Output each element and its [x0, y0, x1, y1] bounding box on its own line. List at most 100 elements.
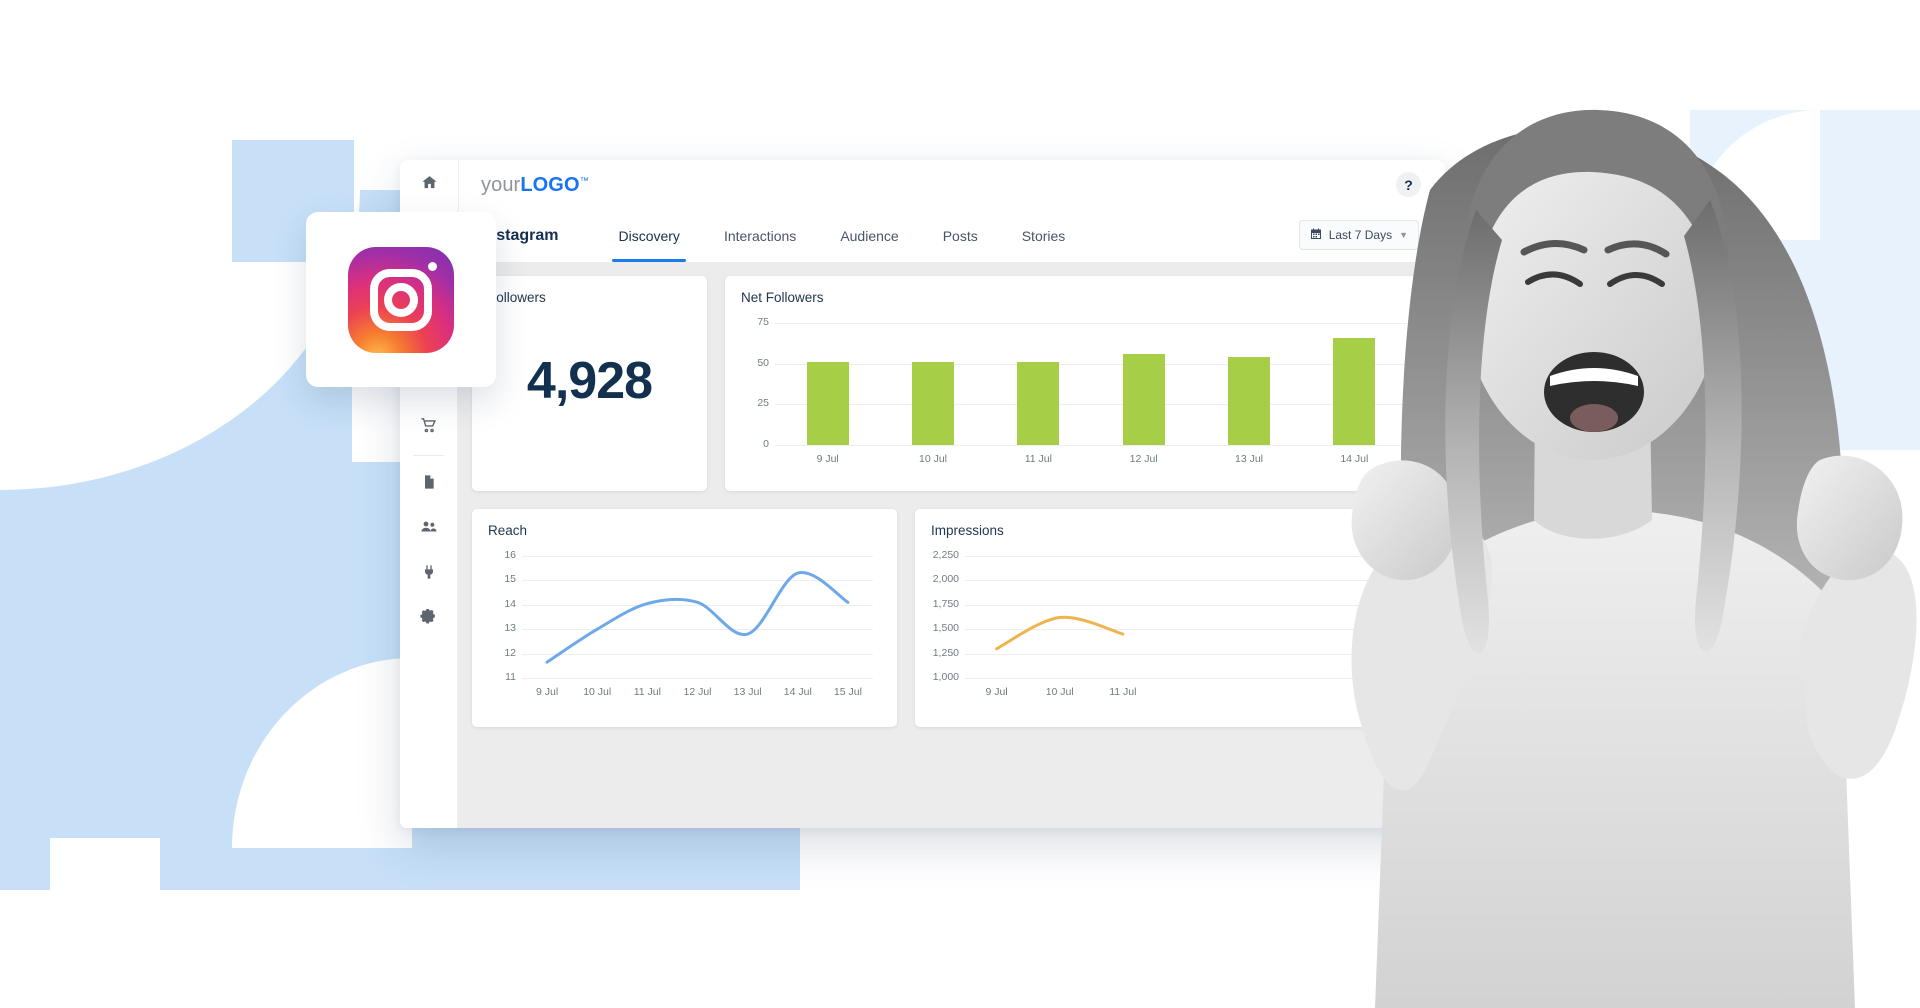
- gridline: [965, 629, 1407, 631]
- y-tick-label: 16: [504, 549, 516, 561]
- tab-list: Discovery Interactions Audience Posts St…: [596, 210, 1087, 262]
- y-tick-label: 14: [504, 597, 516, 610]
- sidebar-item-people[interactable]: [400, 507, 457, 552]
- gridline: [965, 580, 1407, 582]
- date-range-picker[interactable]: Last 7 Days ▼: [1298, 220, 1419, 250]
- gridline: [522, 653, 873, 655]
- gridline: [775, 445, 1407, 446]
- x-tick-label: 10 Jul: [583, 686, 612, 698]
- bar: [911, 362, 955, 445]
- line-series: [995, 615, 1125, 651]
- y-tick-label: 75: [757, 316, 769, 328]
- y-tick-label: 50: [757, 356, 769, 369]
- instagram-dot: [428, 261, 437, 271]
- bar: [1333, 337, 1376, 445]
- x-tick-label: 10 Jul: [918, 453, 948, 465]
- gear-icon: [420, 608, 437, 631]
- y-tick-label: 1,750: [932, 597, 959, 610]
- cards-row-bottom: Reach 11 12 13 14 15 16 9 Jul 10 Jul 11 Jul 12 Ju…: [472, 509, 1431, 727]
- cards-row-top: Followers 4,928 Net Followers 0 25 50 75 9 J…: [472, 276, 1431, 491]
- logo-prefix: your: [481, 173, 521, 196]
- instagram-logo-card: [306, 212, 496, 387]
- gridline: [522, 604, 873, 606]
- x-tick-label: 11 Jul: [1024, 453, 1052, 465]
- card-reach: Reach 11 12 13 14 15 16 9 Jul 10 Jul 11 Jul 12 Ju…: [472, 509, 897, 727]
- bar: [1122, 353, 1165, 445]
- gridline: [522, 556, 873, 557]
- logo-tm: ™: [579, 174, 589, 185]
- y-tick-label: 15: [504, 573, 516, 586]
- y-tick-label: 25: [757, 397, 769, 410]
- card-reach-title: Reach: [488, 523, 528, 538]
- home-button[interactable]: [400, 160, 459, 210]
- sidebar-item-settings[interactable]: [400, 597, 457, 642]
- y-tick-label: 11: [505, 671, 516, 683]
- shopping-cart-icon: [420, 416, 437, 438]
- card-net-followers-title: Net Followers: [741, 290, 824, 305]
- x-tick-label: 15 Jul: [833, 686, 862, 698]
- celebrating-woman-photo: [1280, 0, 1920, 1008]
- sidebar-item-integrations[interactable]: [400, 552, 457, 597]
- gridline: [965, 653, 1407, 655]
- x-tick-label: 9 Jul: [535, 686, 559, 698]
- document-icon: [421, 474, 437, 495]
- x-tick-label: 14 Jul: [1340, 453, 1369, 465]
- tab-posts[interactable]: Posts: [942, 228, 978, 244]
- bg-square-e: [50, 968, 232, 1008]
- y-tick-label: 2,000: [932, 573, 959, 586]
- instagram-square: [370, 268, 432, 331]
- chevron-down-icon: ▼: [1399, 230, 1408, 240]
- date-range-label: Last 7 Days: [1328, 228, 1393, 242]
- y-tick-label: 13: [504, 622, 516, 635]
- tab-interactions[interactable]: Interactions: [723, 228, 797, 244]
- dashboard-content: Followers 4,928 Net Followers 0 25 50 75 9 J…: [458, 262, 1445, 828]
- tab-audience[interactable]: Audience: [840, 228, 899, 244]
- top-bar: yourLOGO™ ?: [400, 160, 1445, 211]
- sidebar-item-documents[interactable]: [400, 462, 457, 507]
- gridline: [965, 556, 1407, 557]
- tab-stories[interactable]: Stories: [1021, 228, 1066, 244]
- x-tick-label: 14 Jul: [783, 686, 812, 698]
- logo-suffix: LOGO: [520, 173, 580, 196]
- x-tick-label: 12 Jul: [1129, 453, 1158, 465]
- bar: [1227, 357, 1271, 445]
- home-icon: [421, 174, 438, 196]
- bar: [806, 362, 849, 445]
- reach-line-chart: 11 12 13 14 15 16 9 Jul 10 Jul 11 Jul 12 Jul 13 Ju…: [488, 544, 881, 702]
- gridline: [522, 629, 873, 631]
- sidebar-divider: [413, 455, 444, 456]
- x-tick-label: 12 Jul: [683, 686, 712, 698]
- x-tick-label: 11 Jul: [633, 686, 661, 698]
- y-tick-label: 1,500: [932, 622, 959, 635]
- card-impressions-title: Impressions: [931, 523, 1004, 538]
- gridline: [965, 604, 1407, 606]
- people-icon: [420, 518, 438, 541]
- x-tick-label: 11 Jul: [1109, 686, 1137, 698]
- plug-icon: [421, 564, 437, 585]
- card-impressions: Impressions 1,000 1,250 1,500 1,750 2,000 2,2…: [915, 509, 1431, 727]
- x-tick-label: 9 Jul: [816, 453, 839, 465]
- followers-value: 4,928: [526, 352, 653, 410]
- instagram-lens: [384, 282, 418, 317]
- instagram-icon: [348, 246, 454, 353]
- bar: [1017, 362, 1060, 445]
- net-followers-bar-chart: 0 25 50 75 9 Jul 10 Jul 11 Jul 12 Jul 13 Jul 14 J…: [741, 311, 1415, 469]
- tab-discovery[interactable]: Discovery: [596, 210, 701, 262]
- y-tick-label: 0: [763, 438, 769, 450]
- x-tick-label: 13 Jul: [1234, 453, 1264, 465]
- x-tick-label: 13 Jul: [733, 686, 762, 698]
- card-followers: Followers 4,928: [472, 276, 707, 491]
- dashboard-window: yourLOGO™ ?: [400, 160, 1445, 828]
- help-button[interactable]: ?: [1396, 172, 1421, 197]
- gridline: [965, 678, 1407, 679]
- y-tick-label: 12: [504, 646, 516, 659]
- card-followers-title: Followers: [488, 290, 546, 305]
- sidebar-item-cart[interactable]: [400, 404, 457, 449]
- y-tick-label: 2,250: [932, 549, 959, 561]
- gridline: [775, 323, 1407, 324]
- bg-square-f: [490, 908, 635, 1008]
- app-logo[interactable]: yourLOGO™: [481, 174, 589, 197]
- calendar-icon: [1310, 228, 1322, 243]
- x-tick-label: 10 Jul: [1045, 686, 1074, 698]
- gridline: [775, 363, 1407, 365]
